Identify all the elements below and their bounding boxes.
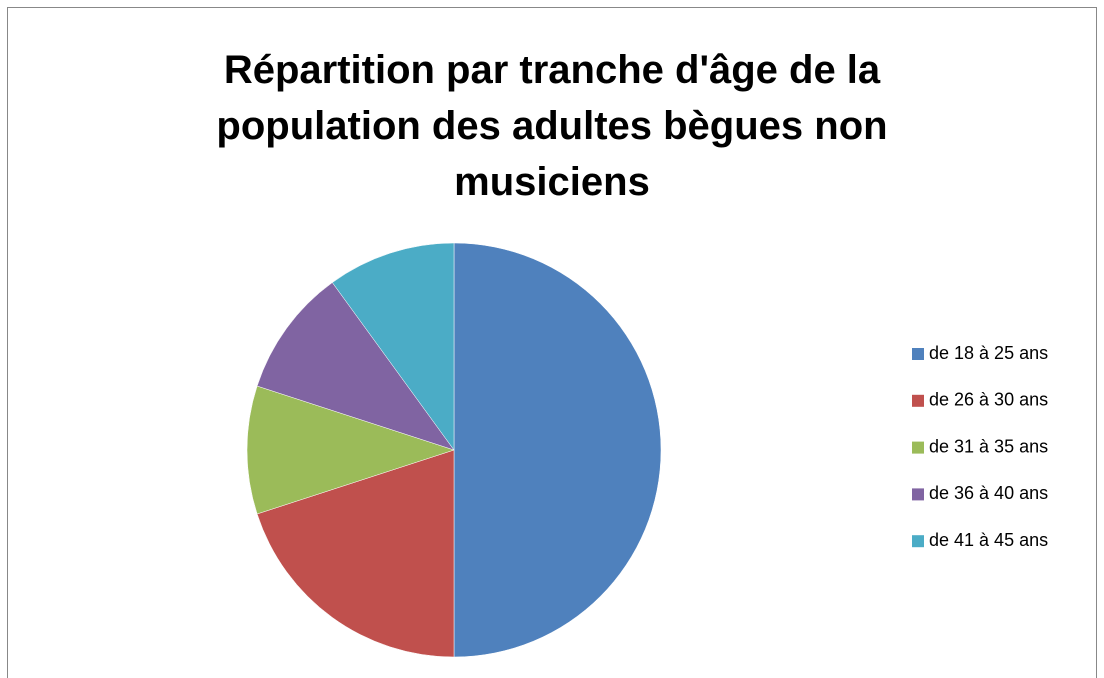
chart-title: Répartition par tranche d'âge de la popu… xyxy=(216,48,888,204)
legend-label: de 36 à 40 ans xyxy=(929,483,1048,503)
pie-slice xyxy=(246,385,455,515)
pie-slice xyxy=(256,449,455,658)
chart-frame xyxy=(7,7,1097,678)
legend-swatch xyxy=(912,394,924,407)
legend-label: de 26 à 30 ans xyxy=(929,390,1048,410)
legend-swatch xyxy=(912,348,924,360)
legend-swatch xyxy=(912,441,924,454)
legend-label: de 41 à 45 ans xyxy=(929,530,1048,550)
legend-label: de 18 à 25 ans xyxy=(929,343,1048,363)
pie-slice xyxy=(256,282,455,451)
legend-swatch xyxy=(912,488,924,501)
pie-slice xyxy=(453,242,662,658)
legend-swatch xyxy=(912,535,924,548)
legend-label: de 31 à 35 ans xyxy=(929,436,1048,456)
pie-slice xyxy=(331,242,455,451)
